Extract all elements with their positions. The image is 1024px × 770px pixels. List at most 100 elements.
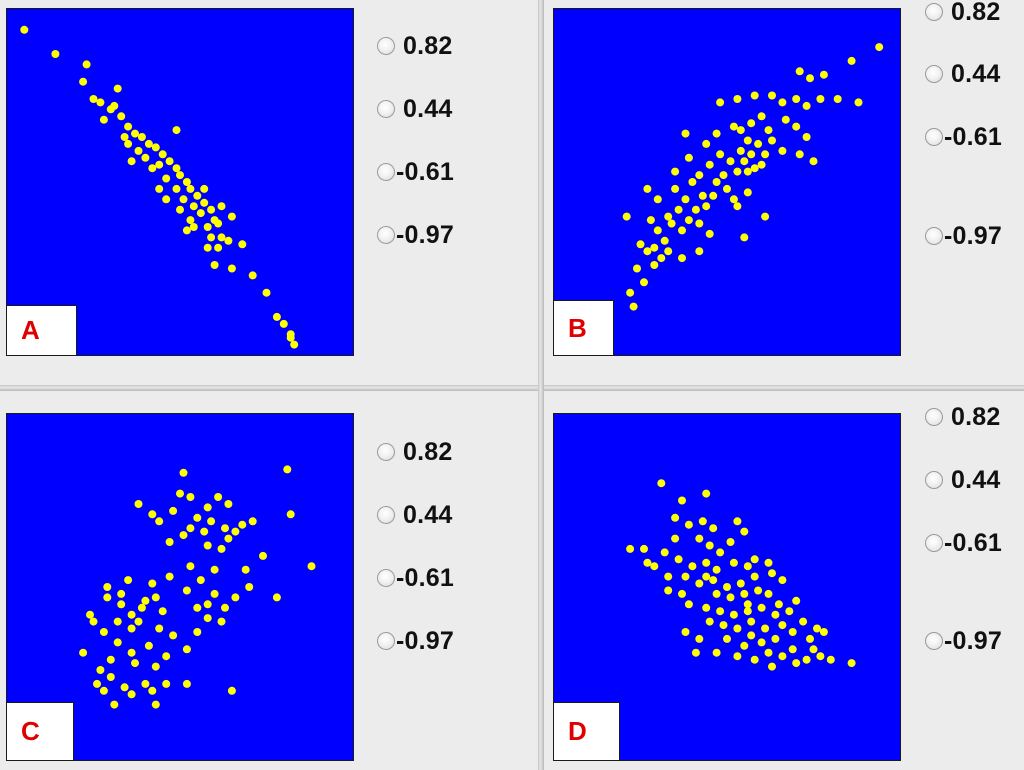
scatter-plot-b: B — [553, 8, 901, 356]
data-point — [182, 645, 191, 654]
data-point — [262, 288, 271, 297]
data-point — [792, 659, 801, 668]
option-label: -0.61 — [396, 157, 454, 186]
data-point — [785, 607, 794, 616]
data-point — [781, 115, 790, 124]
data-point — [695, 579, 704, 588]
option-0.44[interactable]: 0.44 — [925, 60, 1000, 88]
option--0.61[interactable]: -0.61 — [925, 123, 1002, 151]
data-point — [688, 562, 697, 571]
data-point — [127, 690, 136, 699]
data-point — [750, 655, 759, 664]
option-label: -0.61 — [396, 563, 454, 592]
data-point — [702, 603, 711, 612]
option--0.97[interactable]: -0.97 — [377, 221, 454, 249]
radio-button[interactable] — [925, 65, 943, 83]
radio-button[interactable] — [925, 408, 943, 426]
data-point — [688, 178, 697, 186]
data-point — [809, 645, 818, 654]
radio-button[interactable] — [377, 569, 395, 587]
data-point — [740, 641, 749, 650]
radio-button[interactable] — [377, 506, 395, 524]
data-point — [224, 236, 233, 245]
option--0.61[interactable]: -0.61 — [925, 529, 1002, 557]
radio-button[interactable] — [925, 3, 943, 21]
data-point — [684, 600, 693, 609]
data-point — [99, 686, 108, 695]
data-point — [705, 160, 714, 169]
data-point — [221, 603, 229, 612]
data-point — [747, 119, 756, 128]
data-point — [200, 184, 209, 193]
data-point — [671, 167, 680, 176]
data-point — [200, 527, 209, 536]
data-point — [774, 600, 783, 609]
data-point — [203, 614, 212, 623]
data-point — [681, 195, 690, 204]
option-0.44[interactable]: 0.44 — [925, 466, 1000, 494]
option--0.97[interactable]: -0.97 — [377, 627, 454, 655]
option-0.82[interactable]: 0.82 — [377, 438, 452, 466]
data-point — [286, 510, 295, 519]
data-point — [705, 229, 714, 238]
data-point — [778, 98, 787, 107]
radio-button[interactable] — [377, 37, 395, 55]
data-point — [203, 243, 212, 252]
data-point — [833, 95, 842, 103]
radio-button[interactable] — [377, 226, 395, 244]
data-point — [723, 184, 731, 193]
option-0.82[interactable]: 0.82 — [925, 403, 1000, 431]
data-point — [193, 191, 202, 200]
radio-button[interactable] — [377, 632, 395, 650]
data-point — [819, 628, 828, 636]
data-point — [629, 302, 638, 311]
option--0.97[interactable]: -0.97 — [925, 627, 1002, 655]
data-point — [155, 184, 164, 193]
data-point — [20, 25, 29, 34]
panel-label-text: B — [568, 312, 587, 343]
data-point — [207, 517, 216, 526]
radio-button[interactable] — [925, 534, 943, 552]
data-point — [712, 589, 721, 598]
radio-button[interactable] — [925, 471, 943, 489]
data-point — [231, 527, 240, 536]
data-point — [698, 191, 707, 200]
panel-c: C 0.82 0.44 -0.61 -0.97 — [0, 391, 538, 770]
option--0.97[interactable]: -0.97 — [925, 222, 1002, 250]
option-0.44[interactable]: 0.44 — [377, 501, 452, 529]
panel-d: D 0.82 0.44 -0.61 -0.97 — [544, 391, 1024, 770]
data-point — [875, 43, 884, 52]
panel-b: B 0.82 0.44 -0.61 -0.97 — [544, 0, 1024, 385]
radio-button[interactable] — [377, 100, 395, 118]
data-point — [716, 98, 725, 107]
data-point — [148, 579, 157, 588]
data-point — [733, 202, 742, 211]
option-0.82[interactable]: 0.82 — [925, 0, 1000, 26]
data-point — [113, 84, 122, 93]
radio-button[interactable] — [377, 163, 395, 181]
data-point — [217, 233, 226, 242]
data-point — [176, 171, 184, 180]
data-point — [272, 593, 281, 602]
data-point — [653, 226, 662, 235]
data-point — [117, 589, 126, 598]
data-point — [702, 489, 711, 498]
data-point — [705, 617, 714, 626]
radio-button[interactable] — [925, 227, 943, 245]
data-point — [802, 101, 811, 110]
data-point — [259, 551, 267, 560]
data-point — [664, 572, 673, 581]
data-point — [96, 98, 105, 107]
data-point — [671, 184, 680, 193]
radio-button[interactable] — [925, 128, 943, 146]
panel-label-text: D — [568, 716, 587, 746]
option-0.44[interactable]: 0.44 — [377, 95, 452, 123]
option--0.61[interactable]: -0.61 — [377, 158, 454, 186]
data-point — [771, 634, 780, 643]
radio-button[interactable] — [925, 632, 943, 650]
option-0.82[interactable]: 0.82 — [377, 32, 452, 60]
scatter-points-a — [20, 25, 299, 349]
option--0.61[interactable]: -0.61 — [377, 564, 454, 592]
radio-button[interactable] — [377, 443, 395, 461]
data-point — [754, 139, 763, 148]
